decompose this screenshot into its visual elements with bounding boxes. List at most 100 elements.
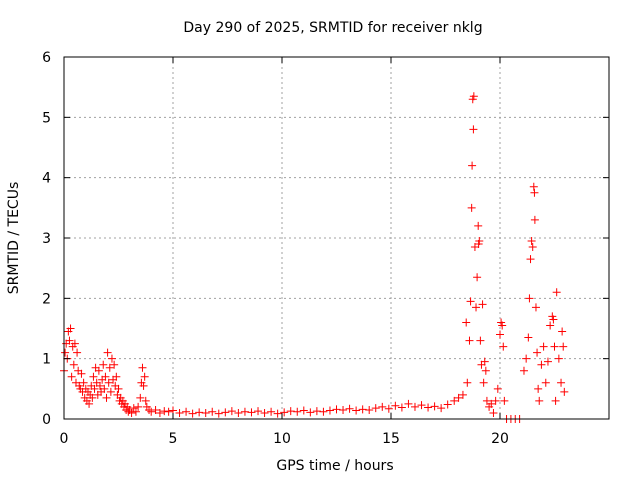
data-point [352,406,361,415]
data-point [500,396,509,405]
data-point [473,273,482,282]
data-point [358,405,367,414]
data-point [525,294,534,303]
data-point [469,92,478,101]
data-point [541,378,550,387]
y-axis-label: SRMTID / TECUs [6,182,22,295]
data-point [478,300,487,309]
data-point [339,405,348,414]
data-point [131,407,140,416]
data-point [465,336,474,345]
data-point [124,407,133,416]
data-point [160,407,169,416]
data-point [214,409,223,418]
data-point [535,396,544,405]
data-point [539,342,548,351]
points-layer [60,92,569,423]
data-point [247,408,256,417]
data-point [493,384,502,393]
data-point [66,324,75,333]
data-point [69,360,78,369]
grid-layer [64,57,609,419]
data-point [299,406,308,415]
data-point [397,403,406,412]
data-point [371,404,380,413]
data-point [482,396,491,405]
data-point [95,381,104,390]
data-point [524,333,533,342]
data-point [306,408,315,417]
y-tick-labels: 0 1 2 3 4 5 6 [42,50,51,428]
data-point [332,405,341,414]
data-point [526,255,535,264]
data-point [112,372,121,381]
x-tick-label: 0 [60,431,69,447]
y-tick-label: 5 [42,110,51,126]
data-point [481,366,490,375]
data-point [127,408,136,417]
data-point [104,378,113,387]
data-point [102,393,111,402]
chart-title: Day 290 of 2025, SRMTID for receiver nkl… [183,20,482,36]
ticks-layer [63,56,609,420]
data-point [107,354,116,363]
data-point [549,315,558,324]
y-tick-label: 1 [42,352,51,368]
data-point [345,404,354,413]
data-point [491,396,500,405]
y-tick-label: 3 [42,231,51,247]
data-point [208,407,217,416]
data-point [312,407,321,416]
data-point [129,404,138,413]
data-point [534,384,543,393]
data-point [533,348,542,357]
data-point [558,327,567,336]
data-point [99,360,108,369]
data-point [79,378,88,387]
data-point [496,330,504,339]
data-point [410,402,419,411]
data-point [378,402,387,411]
data-point [195,408,204,417]
data-point [89,372,98,381]
data-point [188,409,197,418]
data-point [472,303,481,312]
data-point [537,360,546,369]
data-point [530,188,539,197]
data-point [479,378,488,387]
data-point [88,393,97,402]
data-point [134,402,143,411]
data-point [227,407,236,416]
x-tick-label: 20 [491,431,509,447]
data-point [151,405,160,414]
data-point [529,182,538,191]
data-point [105,363,114,372]
data-point [293,407,302,416]
data-point [260,408,269,417]
x-tick-label: 15 [382,431,400,447]
data-point [164,407,173,416]
data-point [468,161,477,170]
data-point [480,357,489,366]
data-point [469,125,478,134]
data-point [467,203,476,212]
data-point [221,408,230,417]
data-point [65,336,74,345]
data-point [101,372,110,381]
data-point [437,404,446,413]
data-point [77,369,86,378]
data-point [417,401,426,410]
y-tick-label: 2 [42,291,51,307]
data-point [147,407,156,416]
data-point [325,406,334,415]
data-point [70,339,79,348]
y-tick-label: 6 [42,50,51,66]
data-point [141,396,150,405]
data-point [182,407,191,416]
data-point [476,336,485,345]
data-point [136,393,145,402]
x-tick-label: 10 [273,431,291,447]
data-point [499,342,508,351]
data-point [489,408,498,417]
